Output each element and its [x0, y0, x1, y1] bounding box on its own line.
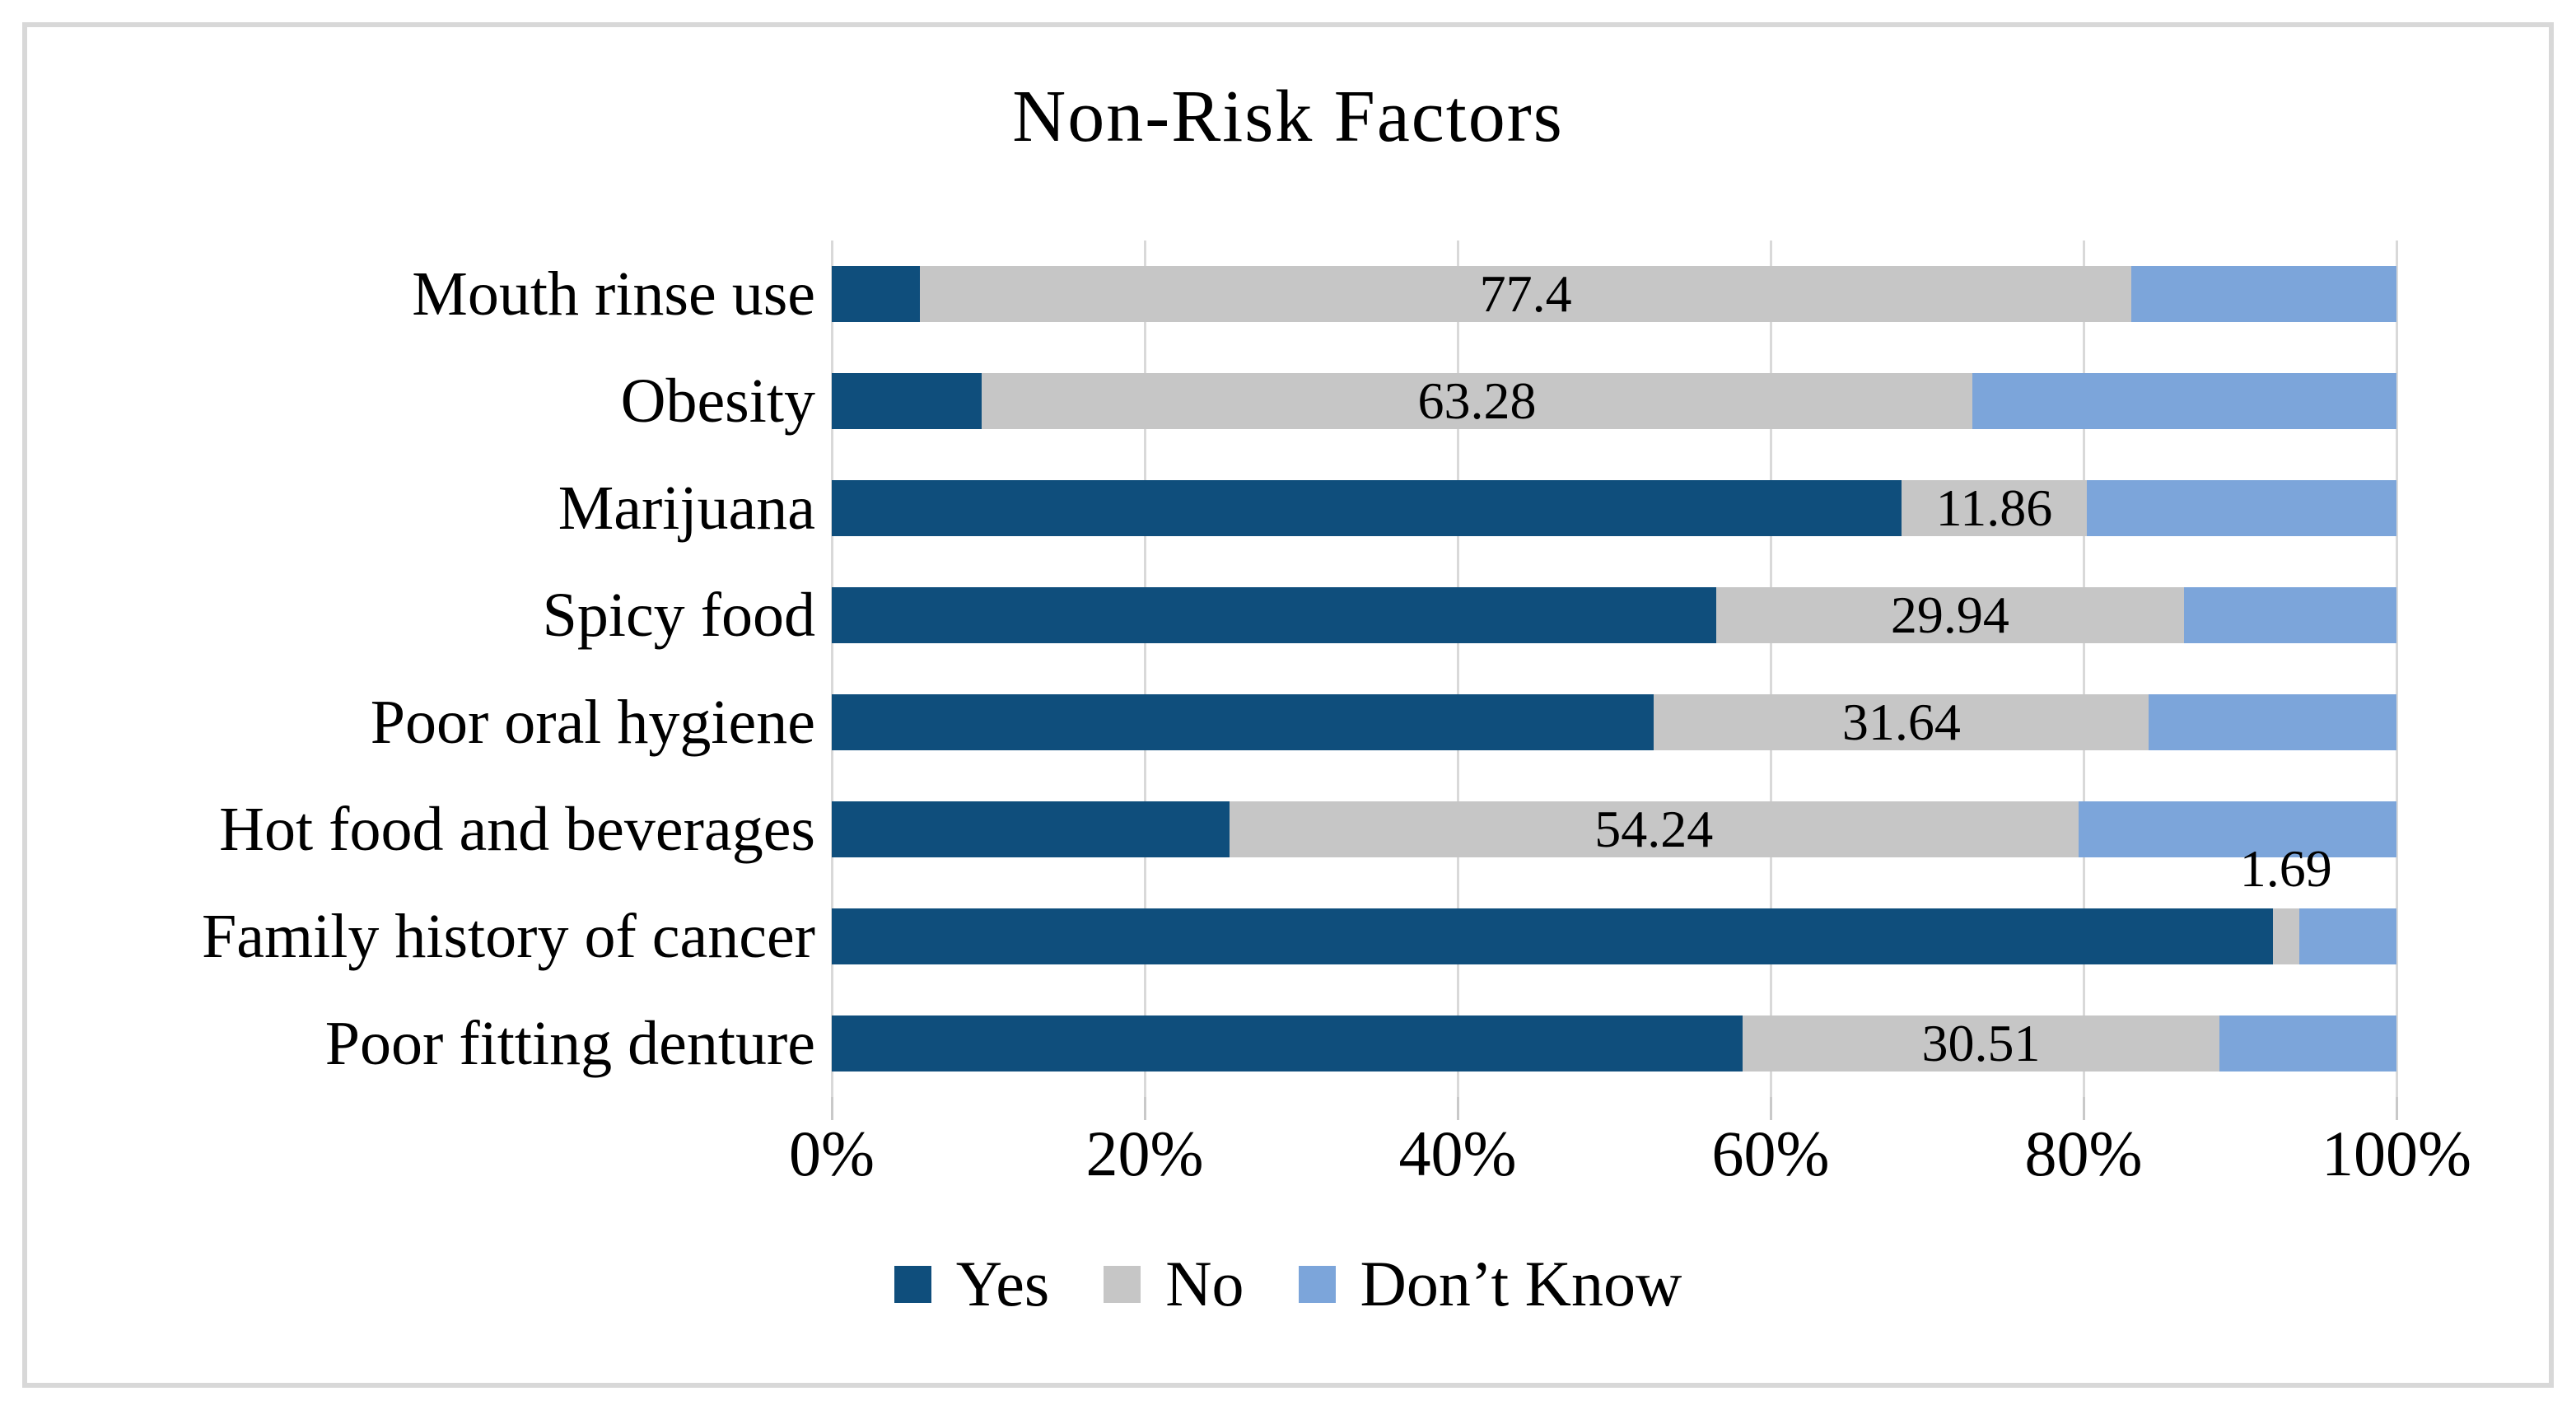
bar-segment-yes: [832, 480, 1902, 536]
data-label: 31.64: [1841, 693, 1961, 751]
bar-segment-yes: [832, 1015, 1743, 1072]
bar-segment-dont-know: [2078, 801, 2396, 857]
data-label: 54.24: [1594, 800, 1714, 858]
bar-row: 29.94: [832, 587, 2396, 643]
category-label: Obesity: [620, 366, 815, 436]
axis-tick-20%: [1144, 1097, 1146, 1120]
bar-row: 11.86: [832, 480, 2396, 536]
category-label: Marijuana: [558, 473, 815, 543]
x-axis-label-100%: 100%: [2322, 1118, 2471, 1189]
category-label: Mouth rinse use: [412, 259, 815, 329]
bar-segment-no: 77.4: [920, 266, 2131, 322]
bar-row: 63.28: [832, 373, 2396, 429]
x-axis-label-60%: 60%: [1711, 1118, 1830, 1189]
bar-segment-no: [2272, 908, 2299, 964]
bar-segment-yes: [832, 908, 2273, 964]
data-label: 29.94: [1890, 586, 2009, 644]
gridline-80%: [2083, 240, 2085, 1097]
legend-item-no: No: [1104, 1252, 1244, 1316]
x-axis-label-40%: 40%: [1398, 1118, 1517, 1189]
x-axis-label-0%: 0%: [789, 1118, 875, 1189]
bar-segment-dont-know: [2087, 480, 2396, 536]
category-label: Hot food and beverages: [219, 794, 815, 864]
axis-tick-100%: [2396, 1097, 2398, 1120]
chart-title: Non-Risk Factors: [1012, 76, 1564, 157]
gridline-0%: [831, 240, 833, 1097]
bar-segment-no: 54.24: [1229, 800, 2079, 858]
data-label-outside: 1.69: [2239, 839, 2332, 898]
bar-segment-yes: [832, 801, 1230, 857]
gridline-60%: [1770, 240, 1772, 1097]
bar-segment-dont-know: [2219, 1015, 2396, 1072]
legend-label-no: No: [1165, 1248, 1244, 1319]
bar-row: 54.24: [832, 801, 2396, 857]
bar-row: 77.4: [832, 266, 2396, 322]
bar-segment-dont-know: [2130, 266, 2396, 322]
legend-item-yes: Yes: [894, 1248, 1050, 1319]
axis-tick-60%: [1770, 1097, 1772, 1120]
bar-segment-yes: [832, 373, 982, 429]
data-label: 63.28: [1417, 371, 1537, 430]
plot-area: 77.4 63.28 11.86 29.94 31.64 54.24 1.69 30.51: [831, 240, 2398, 1120]
gridline-20%: [1144, 240, 1146, 1097]
legend-item-dont-know: Don’t Know: [1298, 1248, 1682, 1319]
bar-segment-yes: [832, 694, 1654, 750]
x-axis-label-80%: 80%: [2024, 1118, 2143, 1189]
axis-tick-80%: [2083, 1097, 2085, 1120]
gridline-40%: [1457, 240, 1459, 1097]
legend-swatch-no: [1104, 1265, 1141, 1303]
data-label: 77.4: [1479, 264, 1572, 323]
bar-segment-dont-know: [2298, 908, 2396, 964]
x-axis-label-20%: 20%: [1085, 1118, 1204, 1189]
bar-segment-no: 29.94: [1715, 586, 2185, 644]
legend-swatch-yes: [894, 1265, 931, 1303]
category-label: Poor fitting denture: [324, 1008, 815, 1078]
category-label: Family history of cancer: [201, 901, 815, 971]
legend-swatch-dont-know: [1298, 1265, 1336, 1303]
bar-segment-no: 30.51: [1742, 1014, 2220, 1072]
legend-label-yes: Yes: [955, 1248, 1050, 1319]
figure-border: [22, 22, 2554, 1388]
category-label: Poor oral hygiene: [370, 687, 815, 757]
bar-segment-no: 63.28: [982, 373, 1972, 429]
axis-tick-0%: [831, 1097, 833, 1120]
bar-row: [832, 908, 2396, 964]
bar-row: 30.51: [832, 1015, 2396, 1072]
axis-tick-40%: [1457, 1097, 1459, 1120]
data-label: 11.86: [1935, 479, 2053, 537]
bar-segment-no: 31.64: [1654, 694, 2149, 750]
bar-segment-yes: [832, 587, 1716, 643]
bar-segment-dont-know: [2149, 694, 2396, 750]
legend-label-dont-know: Don’t Know: [1360, 1248, 1682, 1319]
bar-segment-no: 11.86: [1901, 479, 2088, 537]
data-label: 30.51: [1921, 1014, 2041, 1072]
gridline-100%: [2396, 240, 2398, 1097]
bar-segment-dont-know: [2184, 587, 2396, 643]
chart-legend: Yes No Don’t Know: [0, 1252, 2576, 1316]
bar-segment-dont-know: [1972, 373, 2396, 429]
bar-segment-yes: [832, 266, 921, 322]
category-label: Spicy food: [542, 580, 815, 650]
bar-row: 31.64: [832, 694, 2396, 750]
